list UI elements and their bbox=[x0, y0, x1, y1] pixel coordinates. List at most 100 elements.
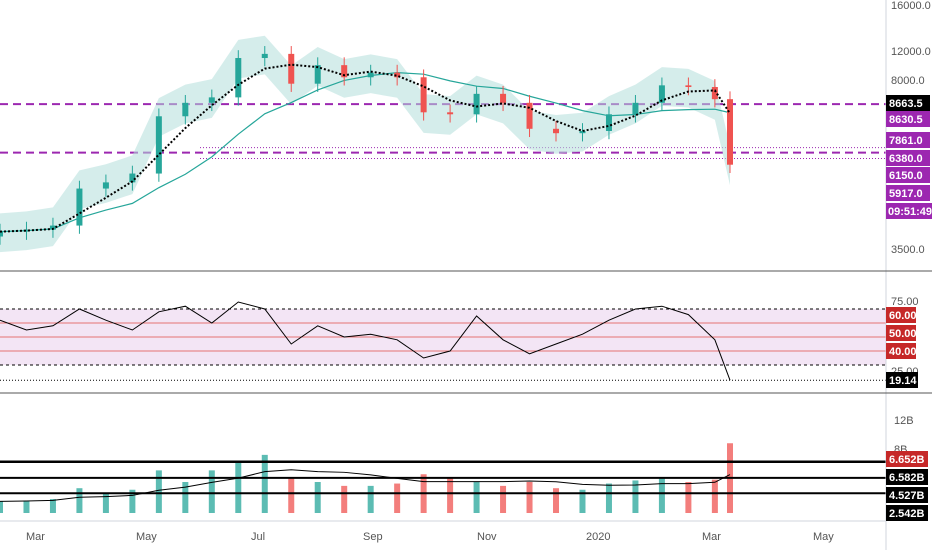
price-label-bg bbox=[886, 150, 930, 166]
candle-body bbox=[632, 102, 639, 115]
countdown-label: 09:51:49 bbox=[886, 203, 932, 219]
price-label-current: 5917.0 bbox=[886, 185, 930, 201]
rsi-value-bg bbox=[886, 372, 918, 388]
rsi-line bbox=[0, 301, 731, 381]
candle-body bbox=[605, 114, 612, 131]
price-label-bg bbox=[886, 111, 930, 127]
volume-label-bg bbox=[886, 469, 928, 485]
time-tick: Mar bbox=[702, 531, 721, 543]
rsi-level-label: 60.00 bbox=[886, 307, 917, 323]
price-label-hline: 8630.5 bbox=[886, 111, 930, 127]
volume-bar bbox=[553, 488, 560, 513]
time-tick: Nov bbox=[477, 531, 497, 543]
candle-body bbox=[288, 53, 295, 84]
volume-bar bbox=[182, 482, 189, 513]
candle-body bbox=[394, 72, 401, 78]
rsi-level-text: 40.00 bbox=[889, 346, 917, 358]
rsi-level-text: 50.00 bbox=[889, 328, 917, 340]
rsi-level-text: 60.00 bbox=[889, 310, 917, 322]
price-label-last: 8663.5 bbox=[886, 95, 930, 111]
countdown-text: 09:51:49 bbox=[888, 206, 932, 218]
time-tick: Mar bbox=[26, 531, 45, 543]
candle-body bbox=[711, 87, 718, 100]
volume-label: 6.582B bbox=[886, 469, 928, 485]
volume-bar bbox=[632, 480, 639, 513]
volume-bar bbox=[579, 489, 586, 513]
volume-bar bbox=[394, 483, 401, 513]
volume-bar bbox=[711, 479, 718, 513]
envelope-band bbox=[0, 35, 730, 253]
volume-bar bbox=[76, 488, 83, 513]
rsi-level-bg bbox=[886, 307, 916, 323]
rsi-value-text: 19.14 bbox=[889, 375, 917, 387]
volume-bar bbox=[23, 500, 30, 513]
volume-label: 2.542B bbox=[886, 505, 928, 521]
volume-tick: 12B bbox=[894, 415, 914, 427]
price-label-bg bbox=[886, 95, 930, 111]
candle-body bbox=[341, 65, 348, 78]
volume-bar bbox=[261, 454, 268, 513]
volume-ma-line bbox=[0, 469, 731, 502]
price-label-text: 7861.0 bbox=[889, 135, 923, 147]
time-tick: May bbox=[136, 531, 157, 543]
price-label-bg bbox=[886, 167, 930, 183]
price-label-text: 6150.0 bbox=[889, 170, 923, 182]
volume-label-text: 4.527B bbox=[889, 490, 925, 502]
time-tick: Sep bbox=[363, 531, 383, 543]
volume-bar bbox=[473, 482, 480, 513]
moving-average-fast bbox=[0, 63, 731, 233]
rsi-level-label: 50.00 bbox=[886, 325, 917, 341]
candle-body bbox=[235, 58, 242, 98]
candle-body bbox=[727, 99, 733, 165]
candle-body bbox=[658, 85, 665, 103]
price-label-hline: 6150.0 bbox=[886, 167, 930, 183]
time-tick: 2020 bbox=[586, 531, 610, 543]
price-label-bg bbox=[886, 185, 930, 201]
volume-bar bbox=[605, 483, 612, 513]
volume-bar bbox=[367, 485, 374, 513]
price-tick: 3500.0 bbox=[891, 244, 925, 256]
volume-bar bbox=[208, 470, 215, 513]
candle-body bbox=[129, 173, 136, 183]
volume-label-bg bbox=[886, 505, 928, 521]
candle-body bbox=[314, 65, 321, 84]
volume-bar bbox=[0, 501, 3, 513]
volume-bar bbox=[129, 489, 136, 513]
volume-label-text: 6.582B bbox=[889, 472, 925, 484]
price-label-hline: 7861.0 bbox=[886, 132, 930, 148]
candle-body bbox=[526, 102, 533, 129]
candle-body bbox=[685, 85, 692, 88]
rsi-panel bbox=[0, 301, 886, 381]
price-tick: 16000.0 bbox=[891, 0, 931, 12]
rsi-tick: 75.00 bbox=[891, 296, 919, 308]
candle-body bbox=[49, 225, 56, 230]
candle-body bbox=[447, 112, 454, 115]
time-tick: Jul bbox=[251, 531, 265, 543]
volume-label-text: 6.652B bbox=[889, 454, 925, 466]
candle-body bbox=[500, 93, 507, 103]
countdown-bg bbox=[886, 203, 932, 219]
candle-body bbox=[579, 130, 586, 134]
candle-body bbox=[155, 116, 162, 174]
volume-label: 4.527B bbox=[886, 487, 928, 503]
price-tick: 8000.0 bbox=[891, 75, 925, 87]
volume-bar bbox=[49, 499, 56, 513]
candle-body bbox=[553, 128, 560, 134]
volume-bar bbox=[102, 493, 109, 513]
candle-body bbox=[23, 229, 30, 232]
time-tick: May bbox=[813, 531, 834, 543]
volume-bar bbox=[288, 478, 295, 513]
volume-bar bbox=[526, 482, 533, 513]
rsi-value-label: 19.14 bbox=[886, 372, 918, 388]
volume-label: 6.652B bbox=[886, 451, 928, 467]
volume-panel bbox=[0, 443, 886, 513]
price-tick: 12000.0 bbox=[891, 46, 931, 58]
price-label-text: 8630.5 bbox=[889, 114, 923, 126]
price-label-text: 5917.0 bbox=[889, 188, 923, 200]
rsi-level-label: 40.00 bbox=[886, 343, 917, 359]
candle-body bbox=[261, 53, 268, 59]
rsi-level-bg bbox=[886, 325, 916, 341]
volume-bar bbox=[685, 482, 692, 513]
candle-body bbox=[367, 72, 374, 78]
